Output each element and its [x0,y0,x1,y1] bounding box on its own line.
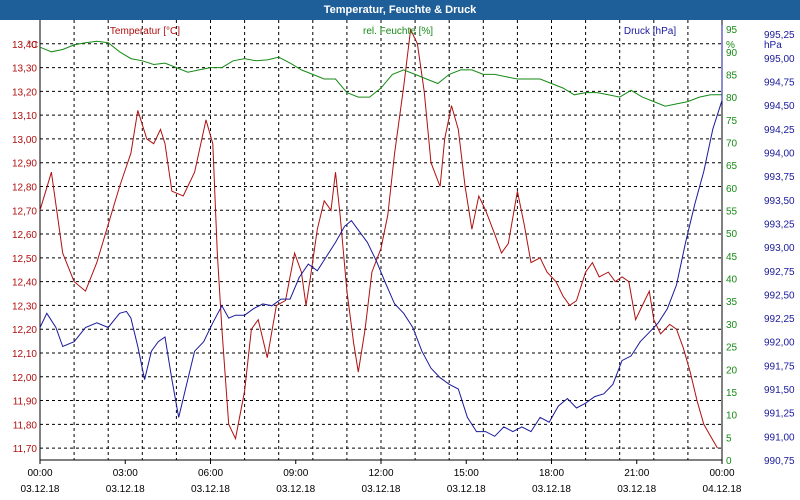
temperature-tick-label: 13,30 [12,64,37,75]
pressure-tick-label: 993,75 [764,172,795,183]
temperature-tick-label: 11,80 [13,420,38,431]
humidity-tick-label: 25 [726,343,738,354]
pressure-unit: hPa [764,40,782,51]
humidity-series-line [39,40,722,107]
humidity-tick-label: 10 [726,411,738,422]
x-tick-date: 03.12.18 [21,484,60,495]
pressure-tick-label: 993,00 [764,243,795,254]
humidity-tick-label: 0 [726,456,732,467]
temperature-tick-label: 13,40 [12,40,37,51]
chart: °C Temperatur [°C] rel. Feuchte [%] Druc… [0,20,800,500]
pressure-tick-label: 991,00 [764,432,795,443]
humidity-tick-label: 15 [726,388,738,399]
pressure-tick-label: 994,50 [764,101,795,112]
temperature-tick-label: 13,10 [12,111,37,122]
humidity-tick-label: 45 [726,252,738,263]
humidity-tick-label: 55 [726,207,738,218]
temperature-tick-label: 12,60 [12,230,37,241]
x-tick-time: 15:00 [454,468,479,479]
temperature-axis-label: Temperatur [°C] [110,26,180,37]
temperature-tick-label: 13,00 [12,135,37,146]
series-group [39,24,723,449]
humidity-tick-label: 95 [726,25,738,36]
temperature-tick-label: 12,50 [12,254,37,265]
pressure-tick-label: 994,75 [764,78,795,89]
humidity-tick-label: 35 [726,297,738,308]
humidity-tick-label: 75 [726,116,738,127]
temperature-tick-label: 12,40 [12,278,37,289]
x-tick-date: 03.12.18 [447,484,486,495]
grid [40,20,722,460]
x-tick-date: 03.12.18 [362,484,401,495]
humidity-tick-label: 90 [726,48,738,59]
pressure-tick-label: 995,00 [764,54,795,65]
pressure-tick-label: 992,50 [764,290,795,301]
temperature-tick-label: 12,90 [12,159,37,170]
pressure-axis-label: Druck [hPa] [624,26,676,37]
humidity-axis-label: rel. Feuchte [%] [363,26,433,37]
humidity-tick-label: 85 [726,70,738,81]
pressure-tick-label: 991,50 [764,385,795,396]
pressure-tick-label: 995,25 [764,30,795,41]
temperature-tick-label: 12,70 [12,206,37,217]
x-tick-time: 12:00 [368,468,393,479]
pressure-tick-label: 993,50 [764,196,795,207]
x-tick-date: 03.12.18 [276,484,315,495]
x-tick-time: 21:00 [624,468,649,479]
x-tick-date: 03.12.18 [106,484,145,495]
temperature-tick-label: 11,90 [13,397,38,408]
humidity-tick-label: 70 [726,138,738,149]
temperature-tick-label: 12,20 [12,325,37,336]
window-title: Temperatur, Feuchte & Druck [0,0,800,20]
pressure-series-line [39,24,723,437]
pressure-tick-label: 992,00 [764,338,795,349]
temperature-tick-label: 12,10 [12,349,37,360]
x-tick-time: 00:00 [27,468,52,479]
x-tick-time: 00:00 [709,468,734,479]
temperature-tick-label: 13,20 [12,87,37,98]
humidity-tick-label: 30 [726,320,738,331]
pressure-tick-label: 994,25 [764,125,795,136]
pressure-tick-label: 994,00 [764,148,795,159]
humidity-tick-label: 5 [726,433,732,444]
pressure-tick-label: 991,75 [764,361,795,372]
pressure-tick-label: 993,25 [764,219,795,230]
temperature-unit: °C [27,40,38,51]
x-tick-time: 03:00 [113,468,138,479]
x-tick-date: 03.12.18 [532,484,571,495]
x-tick-time: 09:00 [283,468,308,479]
pressure-tick-label: 992,75 [764,267,795,278]
x-tick-date: 04.12.18 [703,484,742,495]
humidity-tick-label: 20 [726,365,738,376]
humidity-tick-label: 60 [726,184,738,195]
humidity-tick-label: 50 [726,229,738,240]
temperature-series-line [39,27,718,449]
x-tick-time: 06:00 [198,468,223,479]
temperature-tick-label: 12,80 [12,182,37,193]
pressure-tick-label: 991,25 [764,409,795,420]
humidity-unit: % [726,40,735,51]
temperature-tick-label: 12,30 [12,301,37,312]
pressure-tick-label: 992,25 [764,314,795,325]
humidity-tick-label: 40 [726,275,738,286]
x-tick-date: 03.12.18 [191,484,230,495]
tick-labels: 11,70 11,80 11,90 12,00 12,10 12,20 12,30 12,40… [12,25,795,495]
pressure-tick-label: 990,75 [764,456,795,467]
x-tick-time: 18:00 [539,468,564,479]
temperature-tick-label: 12,00 [12,373,37,384]
humidity-tick-label: 65 [726,161,738,172]
x-tick-date: 03.12.18 [617,484,656,495]
temperature-tick-label: 11,70 [13,444,38,455]
humidity-tick-label: 80 [726,93,738,104]
